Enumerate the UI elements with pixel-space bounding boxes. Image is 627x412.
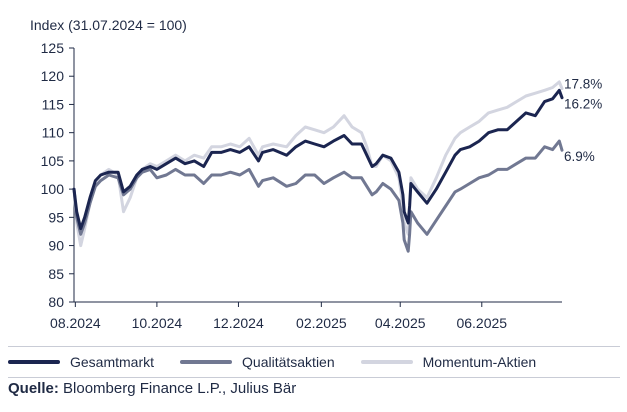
end-label-gesamtmarkt: 16.2%	[564, 97, 602, 112]
legend-label-qualitaetsaktien: Qualitätsaktien	[242, 354, 335, 370]
legend-swatch-qualitaetsaktien	[180, 360, 233, 364]
x-tick-label: 02.2025	[296, 315, 347, 331]
legend-swatch-gesamtmarkt	[8, 360, 60, 364]
y-tick-label: 110	[42, 125, 65, 141]
legend-label-gesamtmarkt: Gesamtmarkt	[70, 354, 155, 370]
y-tick-label: 125	[41, 40, 65, 56]
x-tick-label: 12.2024	[213, 315, 264, 331]
y-tick-label: 100	[41, 181, 65, 197]
end-label-momentum-aktien: 17.8%	[564, 77, 602, 92]
series-line-qualitaetsaktien	[72, 139, 564, 253]
axes: 80 85 90 95 100 105 110 115 120 125 08.2024 10.2024…	[41, 40, 562, 331]
y-tick-label: 120	[41, 68, 65, 84]
line-chart: Index (31.07.2024 = 100) 80 85 90 95 100 105 1…	[30, 17, 602, 331]
y-tick-label: 105	[41, 153, 65, 169]
source-note: Quelle: Bloomberg Finance L.P., Julius B…	[8, 380, 296, 397]
legend-item-momentum-aktien: Momentum-Aktien	[360, 354, 537, 370]
y-tick-label: 115	[42, 96, 65, 112]
source-text: Bloomberg Finance L.P., Julius Bär	[63, 380, 297, 397]
y-axis-label: Index (31.07.2024 = 100)	[30, 17, 187, 33]
legend-item-gesamtmarkt: Gesamtmarkt	[8, 354, 154, 370]
y-tick-label: 95	[48, 209, 64, 225]
x-tick-label: 06.2025	[456, 315, 507, 331]
y-tick-label: 80	[48, 294, 64, 310]
y-tick-label: 90	[48, 238, 64, 254]
series-layer	[72, 80, 564, 253]
end-labels: 16.2% 6.9% 17.8%	[564, 77, 602, 165]
legend-label-momentum-aktien: Momentum-Aktien	[422, 354, 537, 370]
legend: Gesamtmarkt Qualitätsaktien Momentum-Akt…	[8, 346, 620, 378]
x-tick-label: 08.2024	[50, 315, 101, 331]
legend-item-qualitaetsaktien: Qualitätsaktien	[180, 354, 335, 370]
x-tick-label: 04.2025	[375, 315, 426, 331]
end-label-qualitaetsaktien: 6.9%	[564, 149, 595, 164]
x-tick-label: 10.2024	[132, 315, 183, 331]
series-line-gesamtmarkt	[72, 88, 564, 231]
source-label: Quelle:	[8, 380, 59, 397]
legend-swatch-momentum-aktien	[360, 360, 413, 364]
y-tick-label: 85	[48, 266, 64, 282]
series-line-momentum-aktien	[72, 80, 564, 248]
